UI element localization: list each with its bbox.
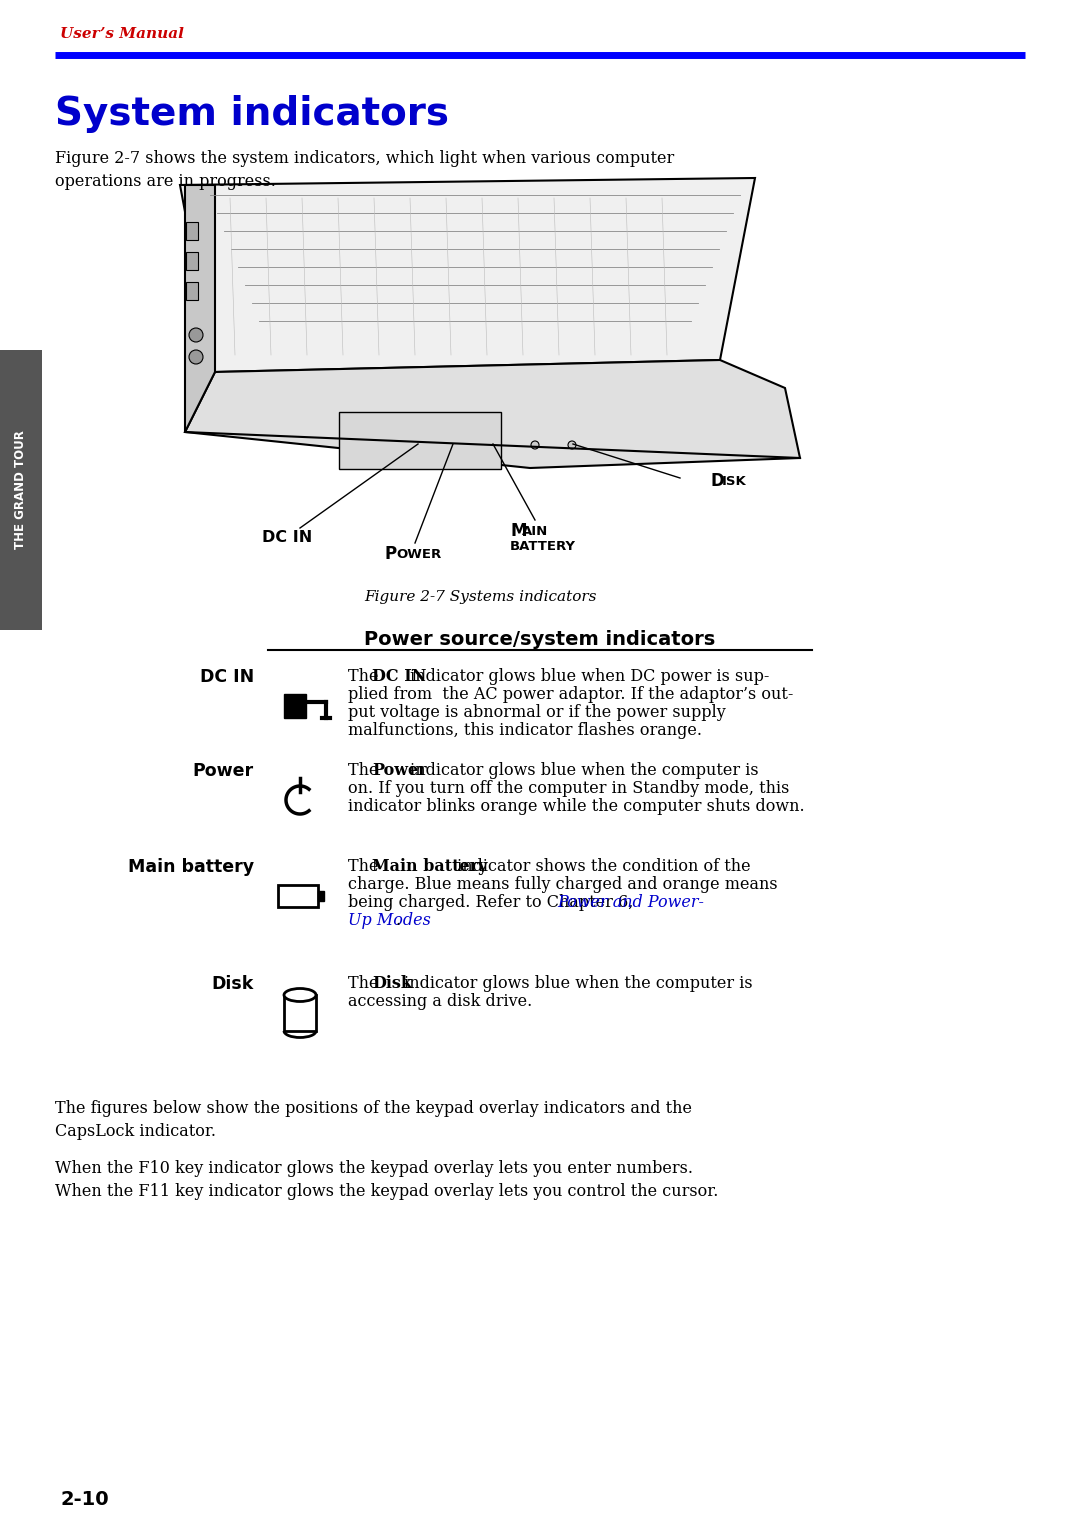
Text: .: . bbox=[396, 911, 401, 930]
Text: M: M bbox=[510, 521, 527, 540]
FancyBboxPatch shape bbox=[0, 350, 42, 630]
Text: Power: Power bbox=[372, 761, 427, 778]
Circle shape bbox=[486, 440, 494, 450]
Text: The: The bbox=[348, 976, 383, 992]
FancyBboxPatch shape bbox=[284, 694, 306, 719]
Text: P: P bbox=[384, 544, 397, 563]
Text: Disk: Disk bbox=[212, 976, 254, 992]
Text: indicator glows blue when the computer is: indicator glows blue when the computer i… bbox=[399, 976, 753, 992]
Ellipse shape bbox=[284, 989, 316, 1001]
Text: Power source/system indicators: Power source/system indicators bbox=[364, 630, 716, 648]
FancyBboxPatch shape bbox=[318, 891, 324, 901]
Text: User’s Manual: User’s Manual bbox=[60, 28, 184, 41]
Text: indicator shows the condition of the: indicator shows the condition of the bbox=[451, 858, 751, 875]
Text: The: The bbox=[348, 858, 383, 875]
Text: indicator glows blue when the computer is: indicator glows blue when the computer i… bbox=[405, 761, 759, 778]
Polygon shape bbox=[185, 185, 215, 433]
Circle shape bbox=[568, 440, 576, 450]
Text: indicator blinks orange while the computer shuts down.: indicator blinks orange while the comput… bbox=[348, 798, 805, 815]
Text: The figures below show the positions of the keypad overlay indicators and the
Ca: The figures below show the positions of … bbox=[55, 1099, 692, 1141]
Text: being charged. Refer to Chapter 6,: being charged. Refer to Chapter 6, bbox=[348, 894, 638, 911]
Circle shape bbox=[411, 440, 419, 450]
Text: accessing a disk drive.: accessing a disk drive. bbox=[348, 992, 532, 1011]
Text: malfunctions, this indicator flashes orange.: malfunctions, this indicator flashes ora… bbox=[348, 722, 702, 739]
Text: Power and Power-: Power and Power- bbox=[557, 894, 704, 911]
FancyBboxPatch shape bbox=[186, 252, 198, 271]
Text: OWER: OWER bbox=[396, 547, 442, 561]
Text: Figure 2-7 shows the system indicators, which light when various computer
operat: Figure 2-7 shows the system indicators, … bbox=[55, 150, 674, 191]
Text: ISK: ISK bbox=[723, 476, 746, 488]
Text: 2-10: 2-10 bbox=[60, 1489, 109, 1509]
FancyBboxPatch shape bbox=[284, 995, 316, 1031]
FancyBboxPatch shape bbox=[278, 885, 318, 907]
Text: Up Modes: Up Modes bbox=[348, 911, 431, 930]
Text: The: The bbox=[348, 761, 383, 778]
Text: Main battery: Main battery bbox=[372, 858, 487, 875]
Text: BATTERY: BATTERY bbox=[510, 540, 576, 553]
FancyBboxPatch shape bbox=[186, 281, 198, 300]
Text: When the F10 key indicator glows the keypad overlay lets you enter numbers.
When: When the F10 key indicator glows the key… bbox=[55, 1161, 718, 1200]
Text: put voltage is abnormal or if the power supply: put voltage is abnormal or if the power … bbox=[348, 703, 726, 722]
Text: DC IN: DC IN bbox=[372, 668, 427, 685]
Text: indicator glows blue when DC power is sup-: indicator glows blue when DC power is su… bbox=[405, 668, 770, 685]
Text: System indicators: System indicators bbox=[55, 95, 449, 133]
Text: Power: Power bbox=[193, 761, 254, 780]
Circle shape bbox=[189, 350, 203, 364]
FancyBboxPatch shape bbox=[339, 411, 501, 469]
Text: Figure 2-7 Systems indicators: Figure 2-7 Systems indicators bbox=[364, 590, 596, 604]
Text: D: D bbox=[710, 472, 724, 489]
Text: THE GRAND TOUR: THE GRAND TOUR bbox=[14, 431, 27, 549]
Text: charge. Blue means fully charged and orange means: charge. Blue means fully charged and ora… bbox=[348, 876, 778, 893]
Circle shape bbox=[189, 329, 203, 342]
Text: plied from  the AC power adaptor. If the adaptor’s out-: plied from the AC power adaptor. If the … bbox=[348, 687, 794, 703]
Text: Disk: Disk bbox=[372, 976, 411, 992]
Text: DC IN: DC IN bbox=[262, 531, 312, 544]
Circle shape bbox=[531, 440, 539, 450]
Text: DC IN: DC IN bbox=[200, 668, 254, 687]
Text: The: The bbox=[348, 668, 383, 685]
Text: on. If you turn off the computer in Standby mode, this: on. If you turn off the computer in Stan… bbox=[348, 780, 789, 797]
Polygon shape bbox=[185, 359, 800, 468]
Text: AIN: AIN bbox=[522, 524, 549, 538]
Polygon shape bbox=[180, 177, 755, 372]
Text: Main battery: Main battery bbox=[127, 858, 254, 876]
Circle shape bbox=[448, 440, 456, 450]
FancyBboxPatch shape bbox=[186, 222, 198, 240]
